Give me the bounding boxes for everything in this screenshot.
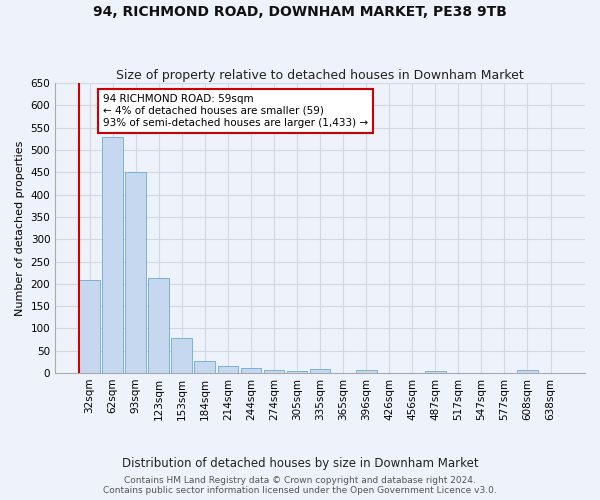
Bar: [172, 338, 192, 373]
Bar: [263, 370, 284, 373]
Y-axis label: Number of detached properties: Number of detached properties: [15, 140, 25, 316]
Bar: [218, 366, 238, 373]
Text: Contains HM Land Registry data © Crown copyright and database right 2024.
Contai: Contains HM Land Registry data © Crown c…: [103, 476, 497, 495]
Bar: [194, 361, 215, 373]
Text: 94, RICHMOND ROAD, DOWNHAM MARKET, PE38 9TB: 94, RICHMOND ROAD, DOWNHAM MARKET, PE38 …: [93, 5, 507, 19]
Bar: [125, 172, 146, 373]
Text: 94 RICHMOND ROAD: 59sqm
← 4% of detached houses are smaller (59)
93% of semi-det: 94 RICHMOND ROAD: 59sqm ← 4% of detached…: [103, 94, 368, 128]
Bar: [79, 280, 100, 373]
Text: Distribution of detached houses by size in Downham Market: Distribution of detached houses by size …: [122, 458, 478, 470]
Title: Size of property relative to detached houses in Downham Market: Size of property relative to detached ho…: [116, 69, 524, 82]
Bar: [425, 371, 446, 373]
Bar: [148, 278, 169, 373]
Bar: [102, 136, 123, 373]
Bar: [356, 370, 377, 373]
Bar: [517, 370, 538, 373]
Bar: [241, 368, 262, 373]
Bar: [287, 371, 307, 373]
Bar: [310, 369, 331, 373]
